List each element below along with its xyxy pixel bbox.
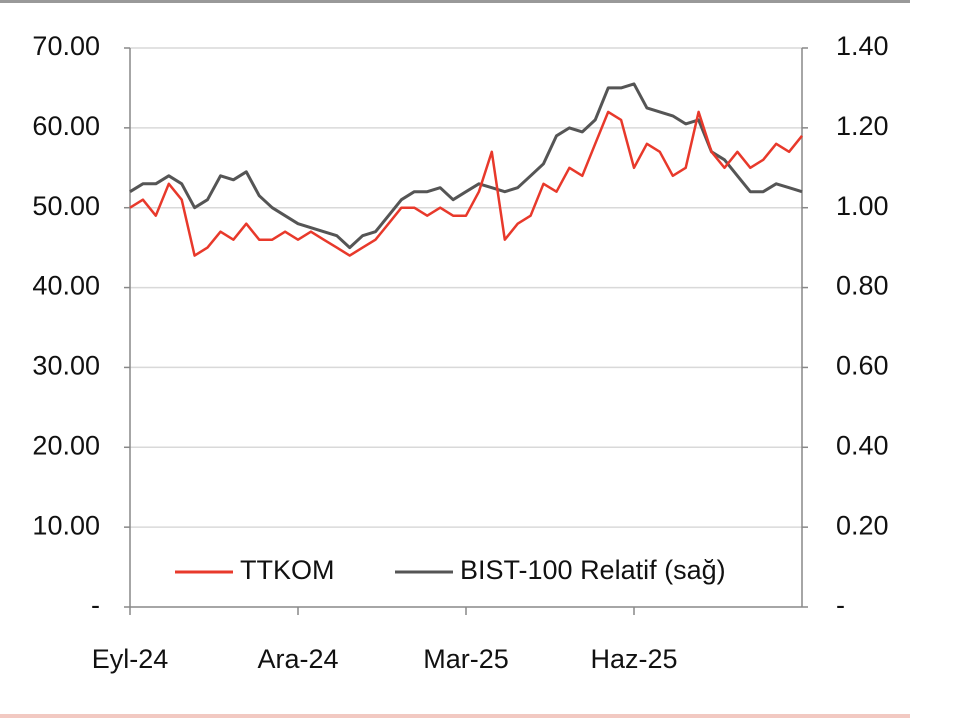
y-tick-label: 30.00 [32,351,100,381]
x-tick-label: Mar-25 [423,644,509,674]
y-tick-label: 10.00 [32,510,100,540]
x-tick-label: Ara-24 [257,644,338,674]
y2-tick-label: 0.40 [836,430,889,460]
series-line [129,82,803,250]
series-line [129,110,803,257]
top-rule [0,0,910,3]
bottom-rule [0,714,910,718]
y2-tick-label: 0.80 [836,271,889,301]
legend-label: TTKOM [240,555,335,585]
legend-label: BIST-100 Relatif (sağ) [460,555,726,585]
y2-tick-label: 1.20 [836,111,889,141]
y-tick-label: 20.00 [32,430,100,460]
y-tick-label: 60.00 [32,111,100,141]
y2-tick-label: - [836,590,845,620]
x-tick-label: Haz-25 [590,644,677,674]
y2-tick-label: 0.60 [836,351,889,381]
y2-tick-label: 1.40 [836,31,889,61]
y-tick-label: 50.00 [32,191,100,221]
y-tick-label: 40.00 [32,271,100,301]
y2-tick-label: 1.00 [836,191,889,221]
x-tick-label: Eyl-24 [92,644,169,674]
y-tick-label: 70.00 [32,31,100,61]
y2-tick-label: 0.20 [836,510,889,540]
y-tick-label: - [91,590,100,620]
